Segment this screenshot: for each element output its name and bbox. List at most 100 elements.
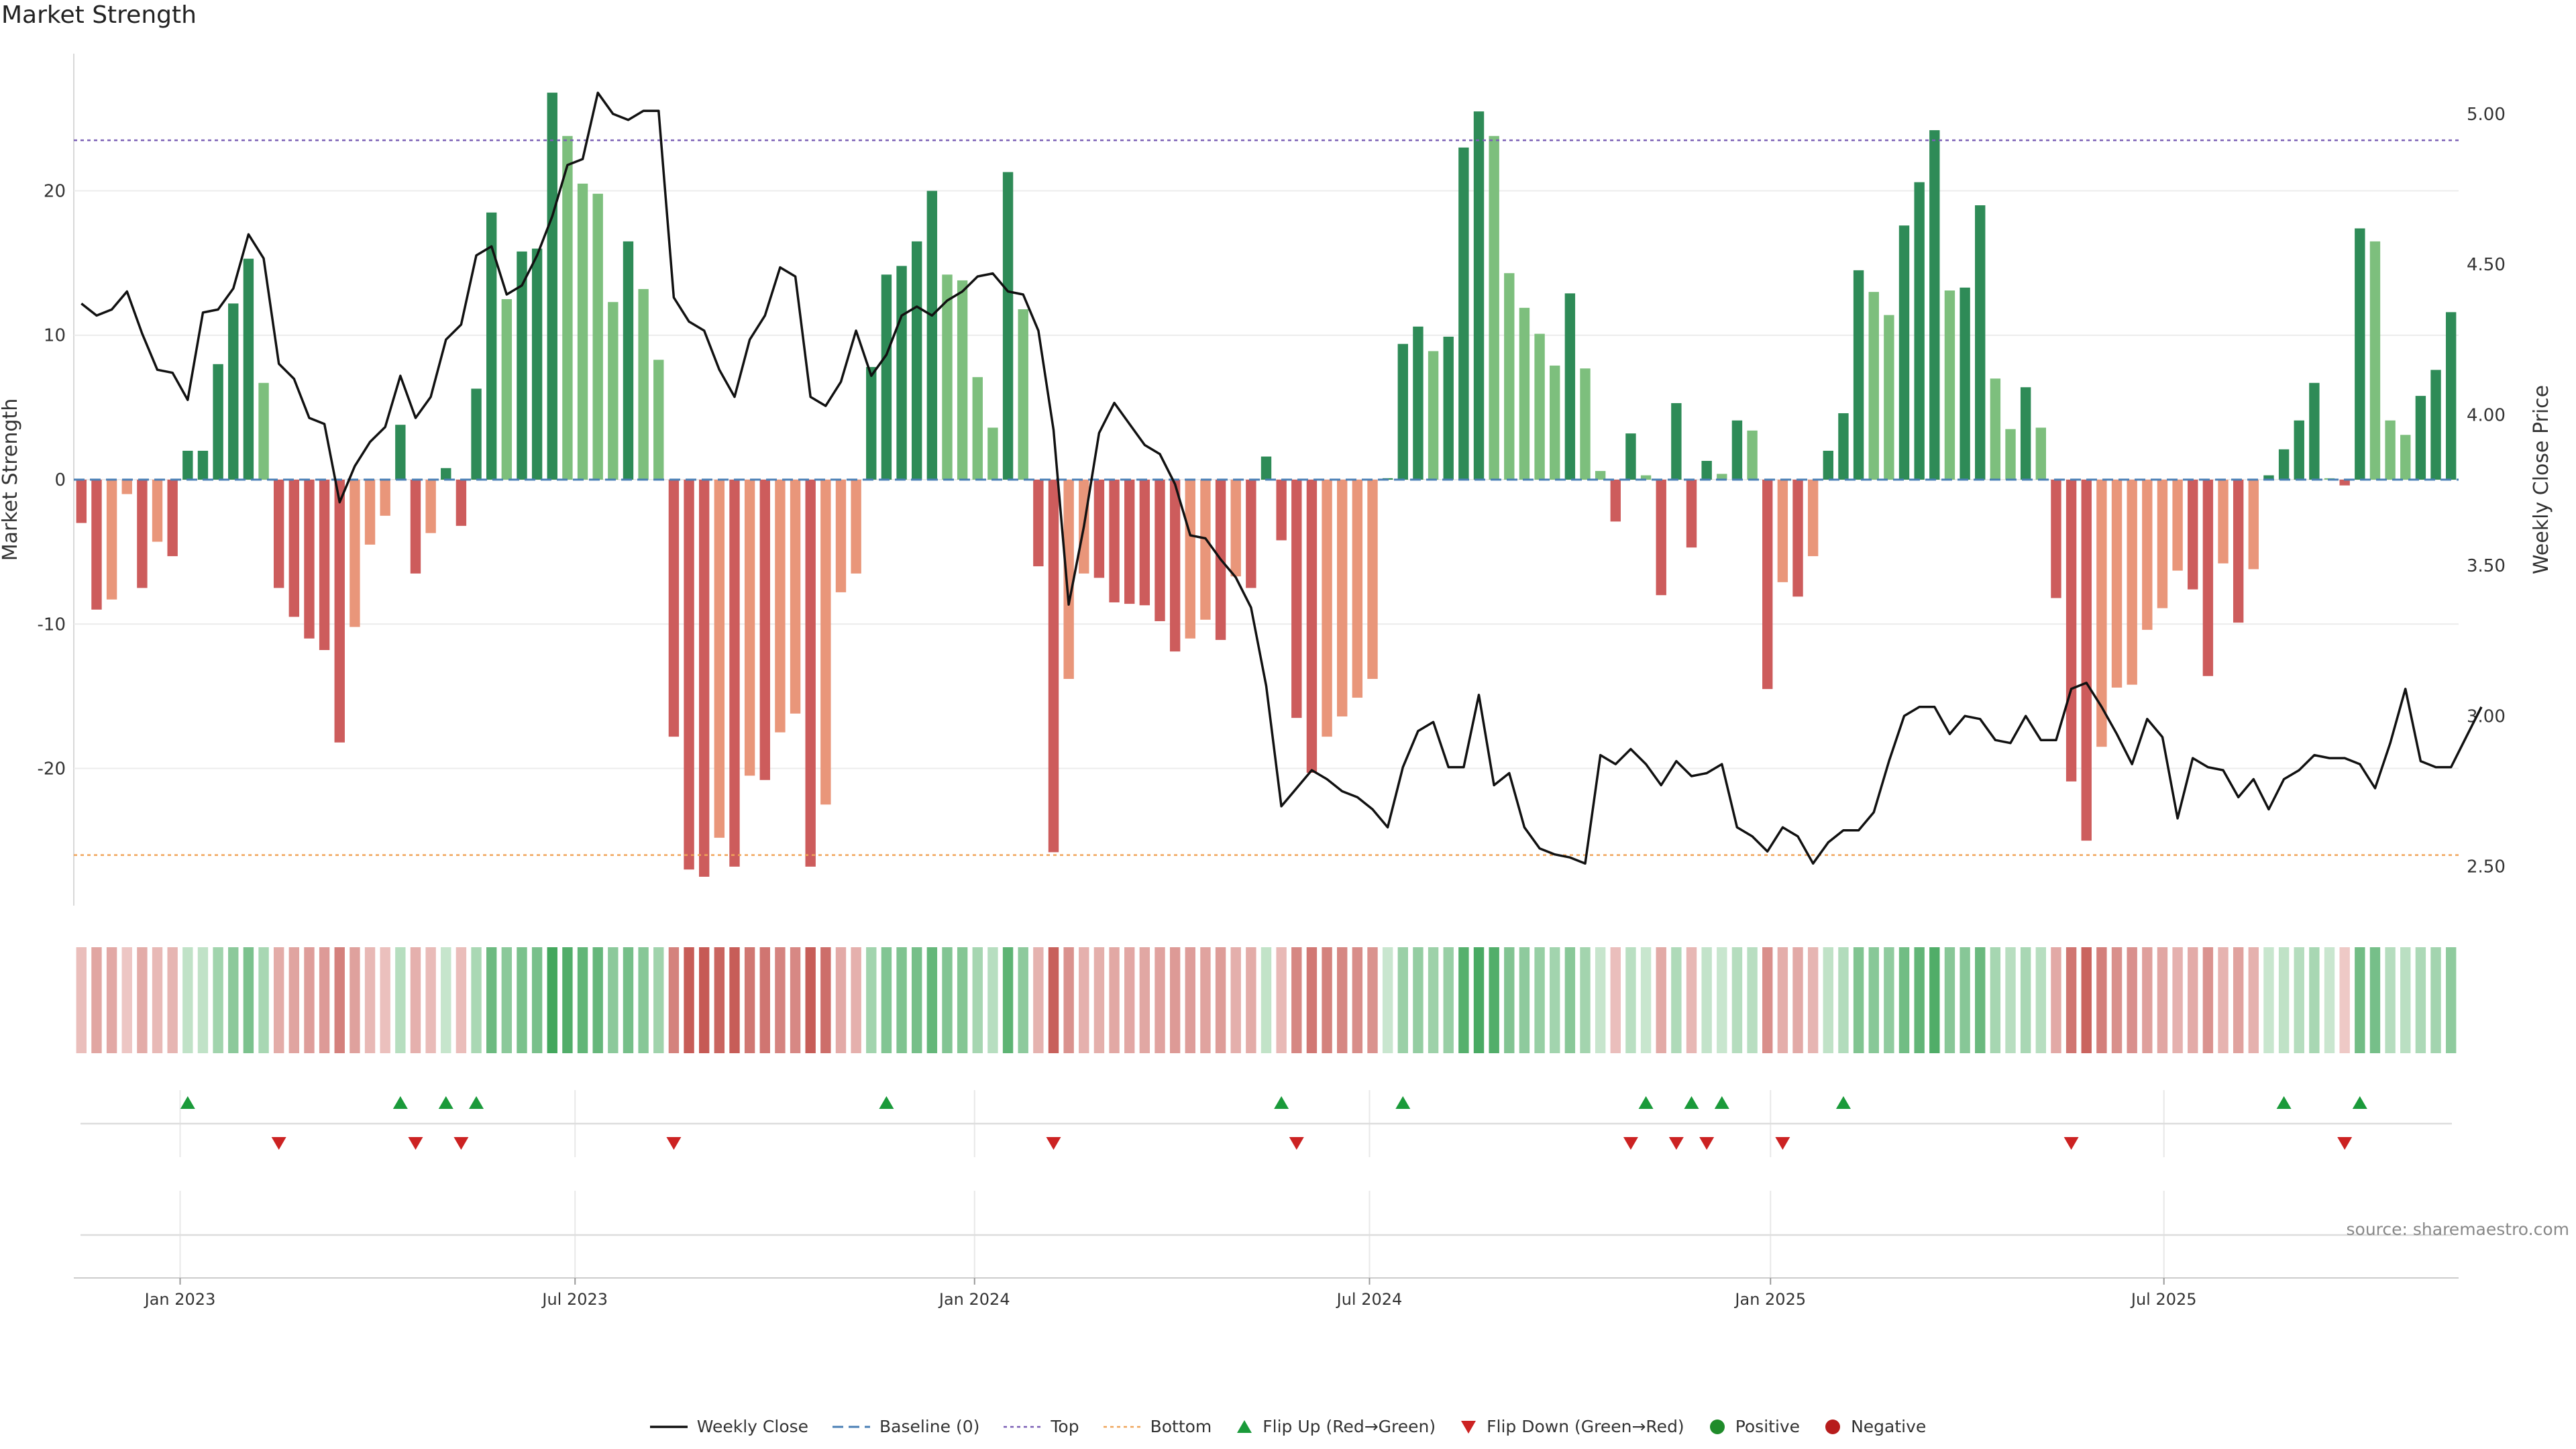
heatstrip-cell [410, 947, 421, 1053]
strength-bar [592, 193, 603, 480]
strength-bar [2294, 420, 2304, 480]
heatstrip-cell [1246, 947, 1256, 1053]
flip-down-marker [408, 1137, 423, 1150]
strength-bar [790, 480, 801, 714]
strength-bar [1975, 205, 1986, 480]
y2-tick-label: 3.50 [2467, 556, 2506, 576]
heatstrip-cell [835, 947, 847, 1053]
strength-bar [1002, 172, 1014, 480]
heatstrip-cell [881, 947, 892, 1053]
x-tick-label: Jul 2023 [541, 1290, 608, 1309]
heatstrip-cell [562, 947, 573, 1053]
strength-bar [1093, 480, 1105, 578]
heatstrip-cell [2096, 947, 2107, 1053]
heatstrip-cell [851, 947, 861, 1053]
heatstrip-cell [1823, 947, 1834, 1053]
heatstrip-cell [258, 947, 269, 1053]
strength-bar [2233, 480, 2244, 623]
x-tick-label: Jan 2023 [144, 1290, 216, 1309]
strength-bar [334, 480, 345, 743]
heatstrip-cell [2065, 947, 2077, 1053]
strength-bar [1838, 413, 1849, 480]
strength-bar [1550, 365, 1560, 480]
heatstrip-cell [455, 947, 467, 1053]
strength-bar [167, 480, 178, 557]
heatstrip-cell [1898, 947, 1910, 1053]
heatstrip-cell [1382, 947, 1393, 1053]
heatstrip-cell [698, 947, 710, 1053]
strength-bar [1200, 480, 1211, 620]
heatstrip-cell [668, 947, 680, 1053]
heatstrip-cell [1853, 947, 1864, 1053]
heatstrip-cell [1807, 947, 1819, 1053]
heatstrip-cell [2020, 947, 2031, 1053]
strength-bar [1610, 480, 1621, 522]
strength-bar [1519, 307, 1530, 480]
strength-bar [2172, 480, 2183, 571]
heatstrip-cell [441, 947, 451, 1053]
heatstrip-cell [2233, 947, 2244, 1053]
legend-symbol [1103, 1426, 1141, 1428]
strength-bar [1337, 480, 1348, 717]
heatstrip-cell [167, 947, 178, 1053]
strength-bars [76, 93, 2457, 877]
legend-symbol [833, 1426, 871, 1428]
strength-bar [2218, 480, 2229, 564]
strength-bar [364, 480, 376, 545]
strength-bar [243, 258, 254, 480]
heatstrip-cell [1063, 947, 1074, 1053]
legend-item-flip_down: Flip Down (Green→Red) [1460, 1417, 1684, 1436]
strength-bar [319, 480, 330, 650]
strength-bar [1473, 111, 1485, 480]
strength-bar [2157, 480, 2168, 608]
heatstrip-cell [638, 947, 649, 1053]
strength-bar [1458, 147, 1469, 480]
strength-bar [577, 183, 588, 480]
heatstrip-cell [304, 947, 315, 1053]
heatstrip-cell [790, 947, 801, 1053]
legend-symbol [1004, 1426, 1042, 1428]
strength-bar [835, 480, 847, 592]
strength-bar [2111, 480, 2123, 688]
strength-bar [1701, 461, 1712, 480]
legend-item-positive: Positive [1709, 1417, 1800, 1436]
heatstrip-cell [471, 947, 482, 1053]
strength-bar [425, 480, 436, 533]
legend-label: Weekly Close [696, 1417, 809, 1436]
flip-up-marker [438, 1096, 453, 1109]
strength-bar [2339, 480, 2350, 486]
strength-bar [1914, 182, 1925, 480]
strength-bar [1428, 351, 1439, 480]
heatstrip-cell [1413, 947, 1424, 1053]
flip-up-marker [1638, 1096, 1654, 1109]
strength-bar [684, 480, 694, 870]
legend-label: Baseline (0) [879, 1417, 980, 1436]
heatstrip-cell [1458, 947, 1469, 1053]
strength-bar [2415, 396, 2426, 480]
strength-bar [228, 303, 239, 480]
strength-bar [486, 212, 497, 480]
strength-bar [638, 288, 649, 480]
strength-bar [1048, 480, 1059, 853]
heatstrip-cell [1838, 947, 1849, 1053]
strength-bar [304, 480, 315, 639]
heatstrip-cell [1337, 947, 1348, 1053]
y-tick-label: -20 [38, 759, 66, 780]
legend-symbol [1825, 1419, 1841, 1434]
flip-down-marker [1775, 1137, 1790, 1150]
strength-bar [91, 480, 102, 610]
strength-bar [1534, 333, 1545, 480]
heatstrip-cell [486, 947, 497, 1053]
heatstrip-cell [2218, 947, 2229, 1053]
heatstrip-cell [2294, 947, 2304, 1053]
heatstrip-cell [1443, 947, 1454, 1053]
heatstrip-cell [1990, 947, 2001, 1053]
heatstrip-cell [334, 947, 345, 1053]
strength-bar [1580, 368, 1591, 480]
legend-symbol [1709, 1419, 1725, 1434]
heatstrip-cell [1717, 947, 1727, 1053]
strength-bar [744, 480, 755, 776]
heatstrip-cell [608, 947, 619, 1053]
heatstrip-cell [380, 947, 390, 1053]
